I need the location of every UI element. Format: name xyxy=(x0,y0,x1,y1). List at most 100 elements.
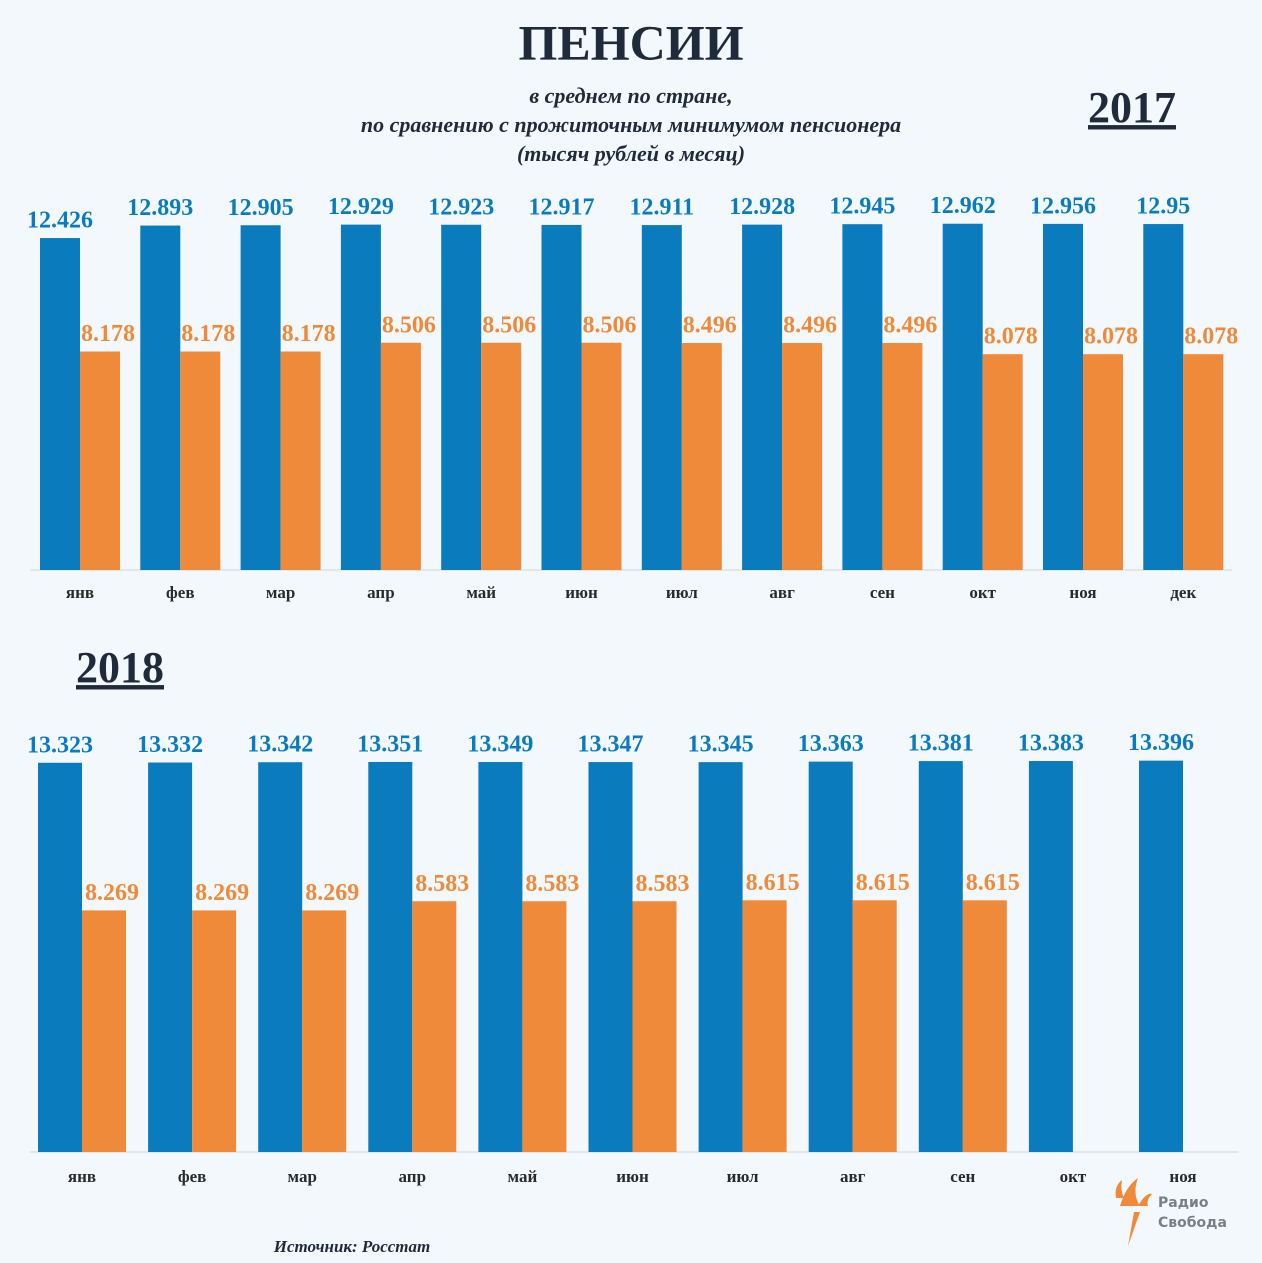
bar xyxy=(340,224,381,570)
value-label: 13.342 xyxy=(247,732,313,758)
chart-title: 2018 xyxy=(76,643,164,692)
bar xyxy=(1028,761,1073,1152)
x-tick-label: апр xyxy=(399,1167,427,1186)
value-label: 8.178 xyxy=(282,321,336,347)
value-label: 13.349 xyxy=(467,732,533,758)
logo-text: Свобода xyxy=(1158,1215,1227,1231)
bar xyxy=(1083,354,1123,570)
value-label: 12.893 xyxy=(127,195,193,221)
bar xyxy=(1139,760,1183,1152)
value-label: 12.426 xyxy=(27,208,93,234)
bar xyxy=(681,343,722,570)
subtitle: (тысяч рублей в месяц) xyxy=(517,141,745,166)
x-tick-label: июн xyxy=(616,1167,649,1186)
value-label: 8.496 xyxy=(683,313,737,339)
x-tick-label: июн xyxy=(565,583,598,602)
x-tick-label: мар xyxy=(266,583,295,602)
bar xyxy=(380,342,421,570)
x-tick-label: ноя xyxy=(1069,583,1096,602)
value-label: 13.345 xyxy=(688,732,754,758)
x-tick-label: ноя xyxy=(1169,1167,1196,1186)
value-label: 8.506 xyxy=(583,312,637,338)
value-label: 8.615 xyxy=(746,870,800,896)
bar xyxy=(478,762,523,1152)
bar xyxy=(852,900,897,1152)
value-label: 12.95 xyxy=(1136,194,1190,220)
bar xyxy=(441,224,482,570)
bar xyxy=(588,762,633,1152)
bar xyxy=(742,224,783,571)
bar xyxy=(742,900,787,1152)
value-label: 8.078 xyxy=(1084,324,1138,350)
bar xyxy=(1183,354,1224,570)
x-tick-label: июл xyxy=(666,583,698,602)
value-label: 12.923 xyxy=(428,194,494,220)
x-tick-label: сен xyxy=(950,1167,975,1186)
value-label: 8.496 xyxy=(783,313,837,339)
value-label: 13.347 xyxy=(578,732,644,758)
x-tick-label: фев xyxy=(178,1167,207,1186)
bar xyxy=(280,351,321,570)
value-label: 13.323 xyxy=(27,732,93,758)
bar xyxy=(1143,224,1184,571)
bar xyxy=(481,342,522,570)
value-label: 8.506 xyxy=(382,312,436,338)
bar xyxy=(641,225,682,570)
bar xyxy=(522,901,567,1152)
bar xyxy=(368,761,413,1152)
x-tick-label: май xyxy=(508,1167,538,1186)
bar xyxy=(82,910,126,1152)
bar xyxy=(982,354,1023,570)
x-tick-label: мар xyxy=(287,1167,316,1186)
x-tick-label: фев xyxy=(166,583,195,602)
x-tick-label: май xyxy=(466,583,496,602)
value-label: 8.178 xyxy=(81,321,135,347)
bar xyxy=(1043,223,1083,570)
bar xyxy=(38,762,82,1152)
subtitle: по сравнению с прожиточным минимумом пен… xyxy=(361,112,901,137)
value-label: 12.956 xyxy=(1030,193,1096,219)
value-label: 8.496 xyxy=(883,313,937,339)
value-label: 12.928 xyxy=(729,194,795,220)
subtitle: в среднем по стране, xyxy=(529,83,732,108)
logo-text: Радио xyxy=(1158,1195,1209,1211)
x-tick-label: янв xyxy=(66,583,94,602)
bar xyxy=(962,900,1007,1152)
bar xyxy=(140,225,181,571)
bar xyxy=(942,223,983,570)
value-label: 8.506 xyxy=(482,312,536,338)
value-label: 8.269 xyxy=(305,880,359,906)
bar xyxy=(258,762,303,1152)
value-label: 12.917 xyxy=(529,194,595,220)
x-tick-label: янв xyxy=(68,1167,96,1186)
value-label: 8.583 xyxy=(415,871,469,897)
bar xyxy=(632,901,677,1152)
chart-title: 2017 xyxy=(1088,83,1176,132)
bar xyxy=(40,238,80,570)
value-label: 8.078 xyxy=(1184,324,1238,350)
value-label: 13.383 xyxy=(1018,731,1084,757)
bar xyxy=(192,910,237,1152)
x-tick-label: июл xyxy=(727,1167,759,1186)
x-tick-label: дек xyxy=(1170,583,1196,602)
value-label: 8.269 xyxy=(85,880,139,906)
bar xyxy=(782,343,823,570)
x-tick-label: сен xyxy=(870,583,895,602)
bar xyxy=(918,761,963,1152)
x-tick-label: апр xyxy=(367,583,395,602)
bar xyxy=(302,910,347,1152)
bar xyxy=(412,901,457,1152)
value-label: 8.583 xyxy=(636,871,690,897)
x-tick-label: окт xyxy=(1060,1167,1087,1186)
x-tick-label: авг xyxy=(840,1167,866,1186)
bar xyxy=(240,225,281,570)
value-label: 8.269 xyxy=(195,880,249,906)
title: ПЕНСИИ xyxy=(518,14,743,70)
value-label: 12.911 xyxy=(629,195,694,221)
value-label: 12.905 xyxy=(228,195,294,221)
value-label: 8.583 xyxy=(525,871,579,897)
value-label: 13.381 xyxy=(908,731,974,757)
bar xyxy=(581,342,622,570)
